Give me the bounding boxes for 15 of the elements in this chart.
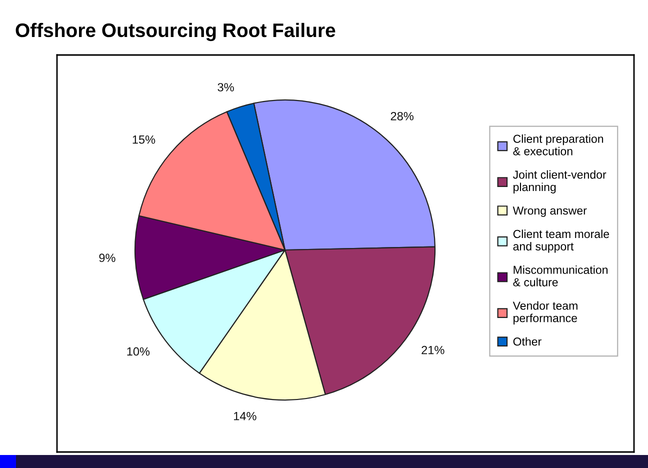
data-label: 10% <box>127 347 150 356</box>
legend-label: Vendor team performance <box>512 301 578 324</box>
data-label: 28% <box>390 112 414 120</box>
legend-label: Wrong answer <box>512 206 587 217</box>
data-label: 3% <box>218 83 234 92</box>
data-label: 15% <box>132 135 156 144</box>
legend-label: Client team morale and support <box>513 230 610 253</box>
data-label: 9% <box>99 254 116 262</box>
chart-title: Offshore Outsourcing Root Failure <box>16 22 336 42</box>
data-label: 21% <box>422 346 444 354</box>
legend-label: Joint client-vendor planning <box>512 170 606 194</box>
legend-label: Other <box>513 337 542 346</box>
legend-label: Client preparation & execution <box>513 134 604 156</box>
legend-label: Miscommunication & culture <box>513 265 608 286</box>
data-label: 14% <box>234 412 256 420</box>
